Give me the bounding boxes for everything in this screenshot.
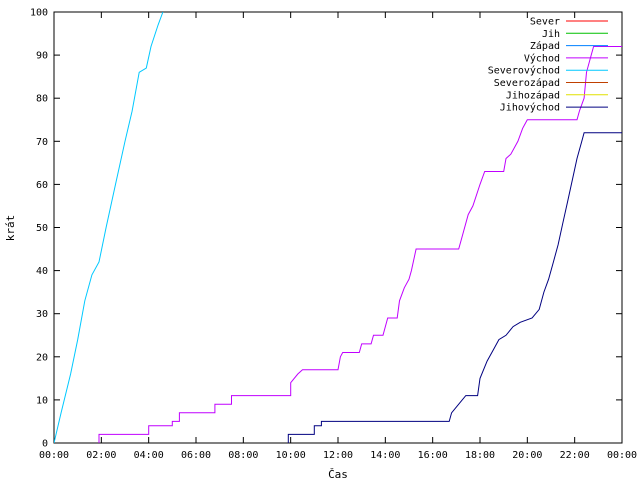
series-line-jihovýchod (287, 132, 622, 443)
y-tick-label: 50 (36, 223, 48, 234)
legend-label: Jih (542, 29, 560, 40)
x-tick-label: 14:00 (370, 450, 400, 461)
x-tick-label: 00:00 (607, 450, 637, 461)
legend-label: Jihovýchod (500, 102, 560, 114)
series-lines (54, 12, 622, 443)
y-axis-title: krát (4, 215, 17, 242)
y-tick-label: 10 (36, 395, 48, 406)
x-tick-label: 20:00 (512, 450, 542, 461)
legend-label: Jihozápad (506, 89, 560, 101)
y-tick-label: 0 (42, 439, 48, 450)
y-tick-label: 90 (36, 51, 48, 62)
x-tick-label: 18:00 (465, 450, 495, 461)
x-tick-label: 04:00 (134, 450, 164, 461)
y-tick-label: 100 (30, 8, 48, 19)
y-tick-label: 40 (36, 266, 48, 277)
legend-label: Severovýchod (488, 65, 560, 77)
y-tick-label: 20 (36, 352, 48, 363)
x-tick-label: 00:00 (39, 450, 69, 461)
x-tick-label: 10:00 (276, 450, 306, 461)
legend-label: Severozápad (494, 77, 560, 89)
x-tick-label: 16:00 (418, 450, 448, 461)
x-axis-ticks: 00:00 02:00 04:00 06:00 08:00 10:00 12:00 14:00… (39, 12, 637, 461)
x-tick-label: 22:00 (560, 450, 590, 461)
legend: SeverJihZápadVýchodSeverovýchodSeverozáp… (488, 17, 608, 114)
legend-label: Východ (524, 52, 560, 64)
series-line-severovýchod (54, 12, 164, 443)
x-tick-label: 06:00 (181, 450, 211, 461)
x-tick-label: 12:00 (323, 450, 353, 461)
legend-label: Sever (530, 17, 560, 28)
y-tick-label: 70 (36, 137, 48, 148)
y-axis-ticks: 0 10 20 30 40 50 60 70 80 90 100 (30, 8, 622, 450)
y-tick-label: 30 (36, 309, 48, 320)
y-tick-label: 80 (36, 94, 48, 105)
x-axis-title: Čas (328, 468, 348, 480)
x-tick-label: 08:00 (228, 450, 258, 461)
x-tick-label: 02:00 (86, 450, 116, 461)
y-tick-label: 60 (36, 180, 48, 191)
legend-label: Západ (530, 40, 560, 52)
series-line-východ (98, 46, 622, 443)
